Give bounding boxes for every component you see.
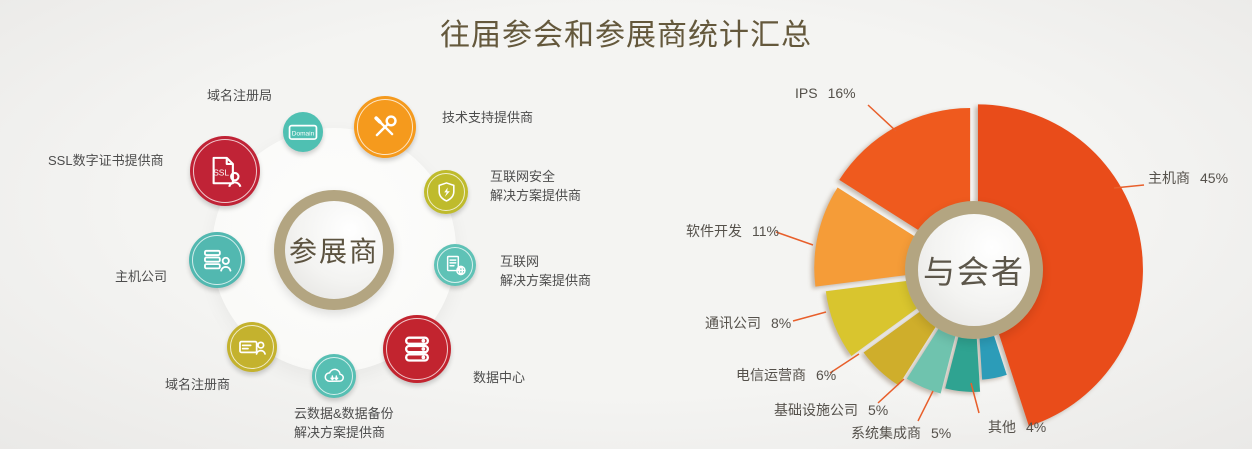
id-card-icon	[239, 340, 266, 355]
node-label-data-center: 数据中心	[473, 370, 526, 385]
pie-label-others: 其他 4%	[988, 419, 1047, 435]
bubble-data-center	[383, 308, 451, 383]
node-label-domain-registry: 域名注册局	[207, 88, 273, 103]
bubble-internet-solutions	[426, 244, 476, 286]
doc-globe-icon	[446, 255, 466, 275]
pie-label-hosting-provider: 主机商 45%	[1148, 170, 1229, 186]
node-label-ssl-provider: SSL数字证书提供商	[48, 153, 164, 168]
domain-icon: Domain	[288, 124, 318, 140]
bubble-inner-ring	[386, 318, 448, 380]
bubble-internet-security	[424, 170, 468, 222]
leader-line-telecom-operator	[829, 353, 860, 374]
bubble-inner-ring	[437, 247, 473, 283]
exhibitor-center-circle: 参展商	[274, 190, 394, 310]
cloud-icon	[324, 368, 344, 383]
bubble-inner-ring	[315, 357, 353, 395]
pie-label-ips: IPS 16%	[795, 85, 856, 101]
leader-line-communications-company	[792, 311, 827, 322]
exhibitor-center-label: 参展商	[288, 236, 379, 267]
tools-icon	[374, 115, 397, 137]
node-label-cloud-backup: 云数据&数据备份 解决方案提供商	[294, 406, 394, 440]
bubble-tech-support	[354, 96, 416, 165]
attendee-center-circle: 与会者	[905, 201, 1043, 339]
bubble-inner-ring	[192, 235, 242, 285]
pie-slice-hosting-provider	[977, 104, 1143, 427]
leader-line-system-integrator	[917, 390, 934, 422]
bubble-cloud-backup	[312, 345, 356, 398]
bubble-inner-ring	[427, 173, 465, 211]
pie-label-telecom-operator: 电信运营商 6%	[736, 367, 837, 383]
leader-line-software-development	[775, 231, 814, 246]
pie-label-software-development: 软件开发 11%	[686, 223, 779, 239]
svg-text:Domain: Domain	[292, 130, 315, 137]
bubble-ssl-provider: SSL	[190, 136, 260, 213]
leader-line-hosting-provider	[1113, 184, 1145, 189]
svg-text:SSL: SSL	[213, 168, 229, 178]
bubble-inner-ring	[193, 139, 257, 203]
leader-line-others	[970, 382, 980, 414]
bubble-inner-ring	[230, 325, 274, 369]
bubble-domain-registrar	[227, 314, 277, 372]
node-label-tech-support: 技术支持提供商	[442, 110, 534, 125]
shield-icon	[437, 181, 455, 202]
pie-label-system-integrator: 系统集成商 5%	[851, 425, 952, 441]
leader-line-ips	[867, 104, 897, 132]
pie-label-communications-company: 通讯公司 8%	[705, 315, 792, 331]
bubble-inner-ring	[357, 99, 413, 155]
node-label-hosting-company: 主机公司	[115, 269, 168, 284]
server-stack-icon	[405, 336, 429, 362]
ssl-cert-icon: SSL	[212, 156, 242, 188]
bubble-hosting-company	[189, 232, 253, 288]
node-label-internet-solutions: 互联网 解决方案提供商	[500, 254, 592, 288]
leader-line-infrastructure-company	[877, 378, 905, 404]
bubble-domain-registry: Domain	[283, 112, 323, 160]
page-title: 往届参会和参展商统计汇总	[440, 19, 812, 52]
node-label-internet-security: 互联网安全 解决方案提供商	[490, 169, 582, 203]
attendee-center-label: 与会者	[922, 254, 1025, 290]
server-user-icon	[204, 249, 232, 272]
node-label-domain-registrar: 域名注册商	[165, 377, 231, 392]
pie-label-infrastructure-company: 基础设施公司 5%	[774, 402, 889, 418]
